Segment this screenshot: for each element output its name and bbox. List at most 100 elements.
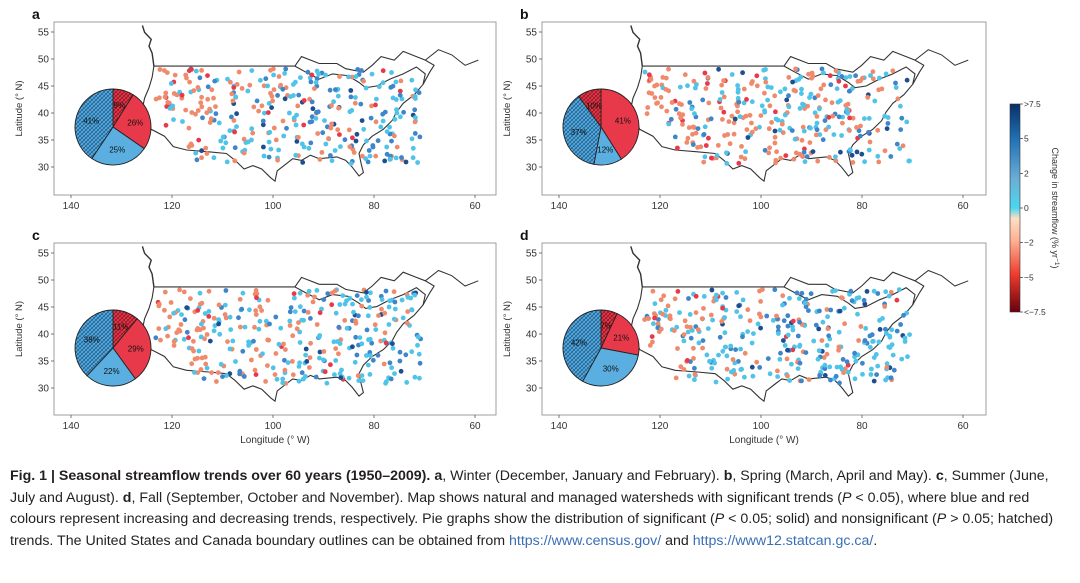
station-point xyxy=(382,310,388,316)
station-point xyxy=(393,79,399,85)
station-point xyxy=(183,72,189,78)
station-point xyxy=(735,109,740,115)
station-point xyxy=(684,140,690,145)
station-point xyxy=(722,344,728,350)
station-point xyxy=(265,337,271,343)
station-point xyxy=(791,156,797,162)
station-point xyxy=(287,309,293,315)
station-point xyxy=(815,158,821,164)
station-point xyxy=(848,288,854,294)
station-point xyxy=(262,110,267,116)
station-point xyxy=(732,371,738,377)
station-point xyxy=(205,84,211,90)
y-tick-label: 35 xyxy=(526,357,538,368)
station-point xyxy=(650,288,656,294)
station-point xyxy=(736,303,742,309)
station-point xyxy=(199,155,205,161)
station-point xyxy=(884,361,890,367)
station-point xyxy=(189,110,195,115)
station-point xyxy=(321,349,327,354)
station-point xyxy=(252,367,258,373)
station-point xyxy=(390,341,395,347)
y-tick-label: 30 xyxy=(526,384,538,395)
station-point xyxy=(158,337,163,343)
station-point xyxy=(741,86,747,92)
station-point xyxy=(412,107,418,113)
station-point xyxy=(405,294,411,300)
station-point xyxy=(197,290,203,296)
us-outline xyxy=(630,286,916,403)
station-point xyxy=(817,106,822,112)
station-point xyxy=(316,71,321,77)
colorbar-tick-label: 2 xyxy=(1024,168,1029,178)
station-point xyxy=(778,350,783,356)
station-point xyxy=(369,340,375,346)
station-point xyxy=(811,338,817,344)
station-point xyxy=(661,293,667,299)
station-point xyxy=(209,370,215,375)
station-point xyxy=(770,318,776,323)
station-point xyxy=(237,296,243,302)
station-point xyxy=(203,361,209,367)
station-point xyxy=(369,71,375,77)
station-point xyxy=(254,295,259,301)
station-point xyxy=(856,338,861,343)
station-point xyxy=(731,120,737,126)
station-point xyxy=(390,83,396,89)
station-point xyxy=(805,103,810,109)
station-point xyxy=(215,370,221,375)
station-point xyxy=(292,295,297,301)
pie-label: 29% xyxy=(128,345,144,354)
station-point xyxy=(271,72,276,78)
station-point xyxy=(392,306,398,312)
station-point xyxy=(743,149,748,155)
station-point xyxy=(722,133,727,138)
station-point xyxy=(208,116,214,122)
station-point xyxy=(290,372,296,378)
station-point xyxy=(290,359,295,364)
station-point xyxy=(213,111,219,117)
station-point xyxy=(822,118,828,123)
station-point xyxy=(898,127,904,132)
station-point xyxy=(776,331,781,336)
station-point xyxy=(866,130,871,135)
station-point xyxy=(198,367,204,372)
station-point xyxy=(319,306,324,312)
station-point xyxy=(284,125,289,131)
station-point xyxy=(388,376,394,382)
census-link[interactable]: https://www.census.gov/ xyxy=(509,532,662,549)
station-point xyxy=(164,70,170,75)
station-point xyxy=(847,128,852,133)
station-point xyxy=(220,145,226,151)
station-point xyxy=(889,327,895,333)
station-point xyxy=(677,310,682,315)
station-point xyxy=(338,375,344,381)
station-point xyxy=(204,110,210,116)
station-point xyxy=(695,126,701,131)
station-point xyxy=(415,160,420,165)
station-point xyxy=(416,90,422,96)
station-point xyxy=(171,91,177,96)
station-point xyxy=(795,333,801,339)
station-point xyxy=(216,321,222,327)
station-point xyxy=(768,85,774,90)
station-point xyxy=(193,150,199,156)
statcan-link[interactable]: https://www12.statcan.gc.ca/ xyxy=(692,532,874,549)
station-point xyxy=(894,297,900,303)
station-point xyxy=(860,75,865,81)
x-axis-label: Longitude (° W) xyxy=(729,435,799,446)
station-point xyxy=(301,144,307,150)
station-point xyxy=(709,287,715,293)
station-point xyxy=(329,121,334,127)
station-point xyxy=(866,147,872,153)
station-point xyxy=(315,109,321,115)
station-point xyxy=(790,318,796,324)
station-point xyxy=(725,376,730,382)
station-point xyxy=(849,298,855,304)
station-point xyxy=(800,124,806,130)
pie-slice xyxy=(112,318,152,380)
station-point xyxy=(297,360,302,366)
maritime-coast xyxy=(914,49,969,66)
station-point xyxy=(291,291,297,297)
station-point xyxy=(651,311,657,316)
